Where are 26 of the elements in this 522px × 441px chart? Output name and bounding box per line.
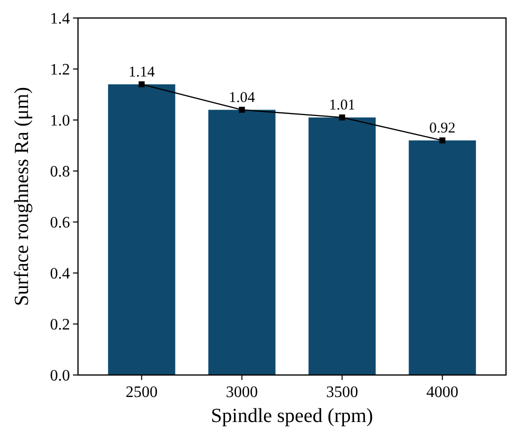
y-tick-label: 1.0 [50,112,70,130]
y-axis-title: Surface roughness Ra (μm) [11,87,33,306]
point [138,81,145,88]
point [238,106,245,113]
point [339,114,346,120]
data-label: 1.14 [128,64,156,80]
bar [208,110,276,375]
bar [308,117,376,375]
bar [408,140,476,375]
y-tick-label: 0.4 [50,266,70,283]
data-label: 0.92 [429,120,456,136]
y-tick-label: 0.0 [50,368,70,385]
bar [108,84,176,375]
y-tick-label: 1.4 [50,10,70,28]
y-tick-label: 0.2 [50,316,70,334]
y-tick-label: 0.6 [50,214,70,232]
x-tick-label: 3500 [326,384,358,401]
y-tick-label: 1.2 [50,62,70,79]
y-tick-label: 0.8 [50,164,70,181]
x-axis-title: Spindle speed (rpm) [210,405,374,427]
point [439,137,446,144]
data-label: 1.01 [328,97,356,114]
x-tick-label: 4000 [426,384,458,401]
x-tick-label: 2500 [126,384,158,401]
data-label: 1.04 [228,90,256,106]
x-tick-label: 3000 [226,384,258,401]
